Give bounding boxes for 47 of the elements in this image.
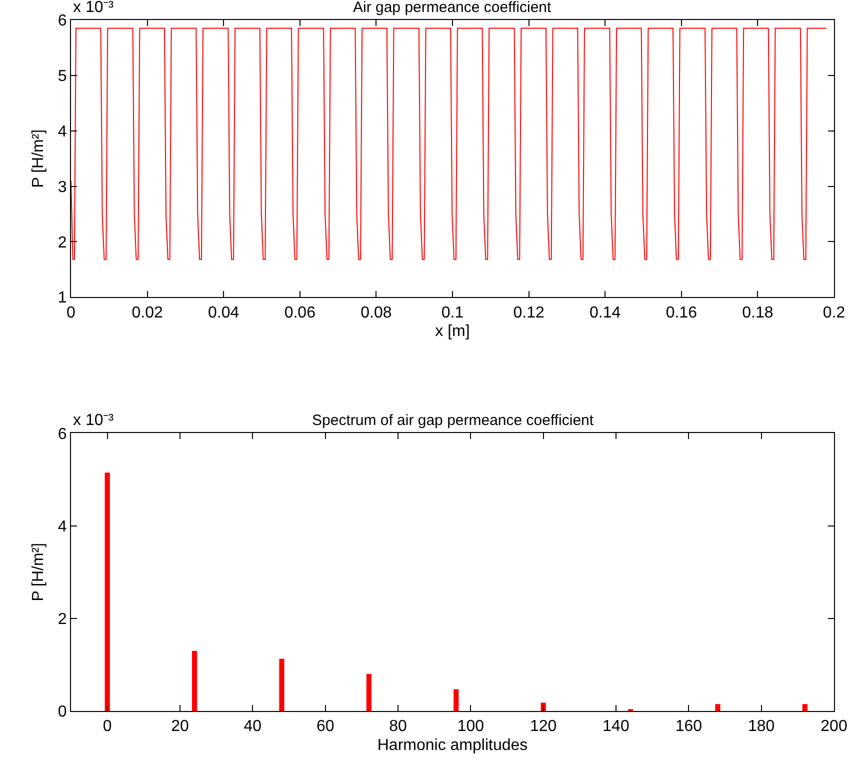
x-tick-label: 0.08	[360, 304, 392, 322]
y-tick-label: 2	[58, 611, 67, 628]
bar	[104, 472, 110, 711]
bar	[454, 689, 459, 711]
line-series	[71, 28, 827, 260]
bar	[192, 650, 198, 711]
y-tick-label: 6	[58, 12, 67, 30]
x-tick-label: 120	[530, 718, 557, 736]
x-tick-label: 0.14	[590, 304, 621, 322]
x-tick-label: 0.06	[284, 304, 316, 322]
x-tick-label: 0.18	[742, 304, 774, 322]
x-axis-title: Harmonic amplitudes	[377, 736, 528, 754]
x-tick-label: 140	[602, 718, 630, 736]
chart-title: Air gap permeance coefficient	[353, 0, 552, 16]
y-axis-title: P [H/m²]	[30, 129, 47, 188]
y-tick-label: 4	[58, 123, 67, 140]
x-tick-label: 20	[171, 718, 189, 736]
bar	[279, 658, 284, 711]
x-tick-label: 200	[820, 718, 848, 736]
text: x 10⁻³	[73, 0, 114, 16]
x-tick-label: 40	[244, 718, 262, 736]
x-tick-label: 0.1	[441, 304, 464, 322]
x-tick-label: 60	[316, 718, 334, 736]
y-tick-label: 3	[58, 178, 67, 196]
x-tick-label: 0	[102, 718, 112, 736]
x-tick-label: 180	[748, 718, 775, 736]
text: x 10⁻³	[73, 412, 114, 429]
x-axis-title: x [m]	[435, 322, 470, 340]
x-tick-label: 100	[457, 718, 484, 736]
x-tick-label: 160	[675, 718, 702, 736]
y-tick-label: 2	[58, 234, 67, 252]
x-tick-label: 0.04	[208, 304, 240, 322]
y-tick-label: 0	[58, 704, 67, 721]
y-tick-label: 4	[58, 518, 67, 536]
bar	[802, 704, 808, 711]
x-tick-label: 0.12	[513, 304, 544, 322]
bar	[715, 704, 720, 711]
y-tick-label: 6	[58, 426, 67, 443]
x-tick-label: 0.16	[666, 304, 698, 322]
chart-title: Spectrum of air gap permeance coefficient	[312, 412, 594, 429]
x-tick-label: 0.2	[822, 304, 846, 322]
y-tick-label: 1	[58, 290, 67, 307]
y-tick-label: 5	[58, 68, 67, 86]
bar	[366, 674, 372, 711]
y-axis-title: P [H/m²]	[30, 542, 47, 602]
x-tick-label: 0.02	[132, 304, 163, 322]
x-tick-label: 80	[389, 718, 407, 736]
